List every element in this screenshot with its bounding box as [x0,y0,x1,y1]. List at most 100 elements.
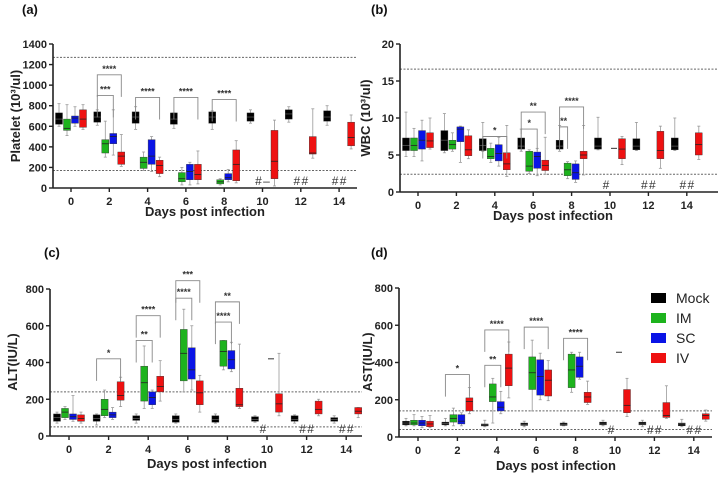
x-tick-label: 6 [185,444,191,456]
box [323,110,331,122]
x-tick-label: 10 [609,445,621,457]
significance-label: ** [141,329,149,339]
box [354,407,362,415]
x-axis-title: Days post infection [145,204,265,219]
box-iv-day-10 [275,352,283,417]
box-mock-day-0 [53,411,61,424]
box-im-day-4 [487,142,495,163]
box [148,391,156,405]
x-tick-label: 6 [530,200,536,212]
box [410,420,418,426]
box [599,421,607,426]
box [487,148,495,159]
box-im-day-8 [567,351,576,393]
y-tick-label: 600 [26,321,44,333]
significance-label: **** [141,86,156,96]
no-survivor-mark: # [339,422,346,436]
no-survivor-mark: # [679,178,686,192]
panel-c: (c) 0 200 400 600 800 0 2 4 6 8 10 12 14 Days post inf… [5,245,362,471]
box-iv-day-12 [309,108,317,159]
bracket-line [444,374,470,397]
box [575,356,584,378]
significance-bracket: *** [96,84,114,118]
box-iv-day-12 [314,398,323,417]
box-iv-day-6 [541,136,549,175]
box-mock-day-12 [285,106,293,123]
y-tick-label: 400 [375,358,393,370]
y-tick-label: 5 [388,150,394,162]
box-iv-day-2 [116,376,125,408]
box [505,353,513,386]
legend-label: IM [676,310,692,326]
box-im-day-0 [410,414,418,427]
y-tick-label: 800 [375,283,393,295]
bracket-line [559,126,569,149]
box [117,151,126,165]
box-sc-day-0 [418,416,426,429]
y-tick-label: 20 [382,39,394,51]
no-survivor-mark: – [263,174,270,188]
box-sc-day-8 [227,341,236,373]
box-mock-day-4 [132,413,140,424]
box-iv-day-12 [662,385,671,419]
box [270,130,279,179]
box [309,136,317,155]
box-mock-day-8 [211,413,220,424]
box [139,156,148,169]
y-tick-label: 800 [26,284,44,296]
box [656,131,665,159]
significance-label: **** [217,89,232,99]
y-tick-label: 200 [375,395,393,407]
significance-bracket: **** [484,319,510,352]
x-tick-label: 14 [688,445,701,457]
box-iv-day-0 [426,117,434,150]
box [497,401,505,412]
box [55,112,63,125]
panel-a: (a) 0 200 400 600 800 1000 1200 1400 0 2 4 6 8 10 12 14 D… [8,2,357,219]
box-mock-day-6 [172,413,180,424]
no-survivor-mark: # [293,174,300,188]
no-survivor-mark: # [255,174,262,188]
y-axis-title: AST(IU/L) [360,332,375,391]
significance-label: **** [565,96,580,106]
box [457,414,466,425]
x-tick-label: 2 [106,196,112,208]
box-im-day-4 [140,345,148,409]
bracket-line [175,297,193,321]
significance-bracket: **** [523,316,549,350]
box [251,416,259,422]
box-sc-day-6 [533,147,541,177]
box-iv-day-6 [544,360,552,402]
no-survivor-mark: # [347,422,354,436]
box-iv-day-14 [702,409,710,422]
box [235,388,244,407]
box-mock-day-0 [402,111,410,157]
y-tick-label: 10 [382,113,394,125]
bracket-line [135,340,153,363]
x-axis-title: Days post infection [147,456,267,471]
y-tick-label: 200 [29,162,47,174]
box [536,359,544,396]
box-mock-day-12 [290,414,299,424]
significance-bracket: ** [520,101,546,135]
box-iv-day-14 [695,125,703,160]
box-iv-day-4 [155,156,164,178]
significance-label: **** [177,287,192,297]
bracket-line [484,364,502,388]
bracket-line [520,128,538,152]
significance-label: **** [102,64,117,74]
y-tick-label: 1400 [23,39,47,51]
x-tick-label: 12 [648,445,660,457]
box [232,149,240,181]
y-tick-label: 400 [26,358,44,370]
box [116,381,125,401]
y-axis-title: ALT(IU/L) [5,333,20,391]
x-axis-title: Days post infection [496,458,616,473]
box-sc-day-2 [108,407,117,420]
significance-label: *** [183,270,194,280]
legend-label: IV [676,350,690,366]
box-sc-day-0 [71,106,79,127]
box-im-day-6 [180,308,188,393]
box-mock-day-6 [520,420,528,428]
box-iv-day-0 [426,415,434,429]
